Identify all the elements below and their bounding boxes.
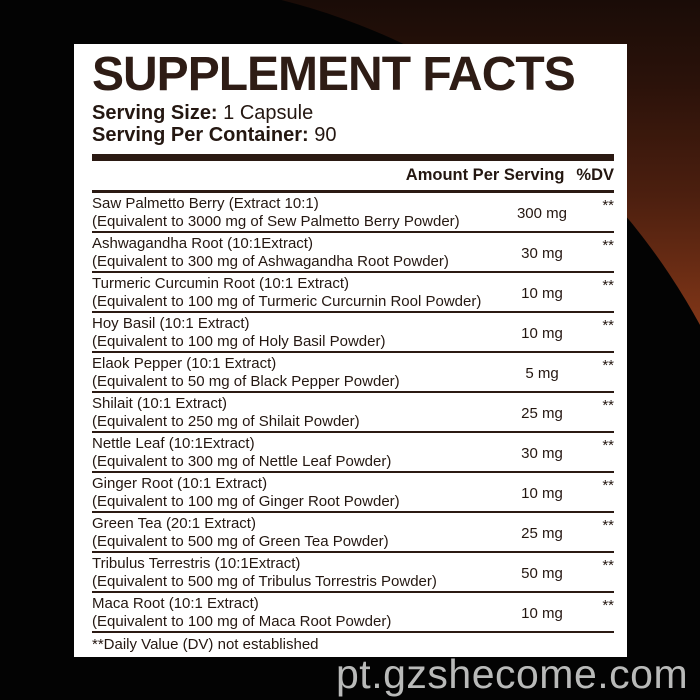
- ingredient-name: Nettle Leaf (10:1Extract): [92, 435, 255, 452]
- ingredient-equivalent: (Equivalent to 500 mg of Tribulus Torres…: [92, 572, 437, 590]
- table-row: Elaok Pepper (10:1 Extract) (Equivalent t…: [92, 353, 614, 393]
- table-row: Ashwagandha Root (10:1Extract) (Equivalen…: [92, 233, 614, 273]
- ingredient-dv: **: [602, 517, 614, 534]
- ingredient-dv: **: [602, 437, 614, 454]
- ingredient-text: Elaok Pepper (10:1 Extract) (Equivalent t…: [92, 355, 496, 391]
- supplement-facts-panel: SUPPLEMENT FACTS Serving Size: 1 Capsule…: [74, 44, 627, 657]
- ingredient-text: Ginger Root (10:1 Extract) (Equivalent to…: [92, 475, 496, 511]
- ingredient-text: Tribulus Terrestris (10:1Extract) (Equiva…: [92, 555, 496, 591]
- ingredient-amount: 50 mg: [521, 564, 563, 582]
- ingredient-dv: **: [602, 397, 614, 414]
- ingredient-text: Turmeric Curcumin Root (10:1 Extract) (Eq…: [92, 275, 496, 311]
- table-row: Green Tea (20:1 Extract) (Equivalent to 5…: [92, 513, 614, 553]
- watermark-text: pt.gzshecome.com: [336, 651, 689, 697]
- ingredient-amount: 5 mg: [525, 364, 559, 382]
- table-row: Shilait (10:1 Extract) (Equivalent to 250…: [92, 393, 614, 433]
- ingredient-dv: **: [602, 597, 614, 614]
- ingredient-dv: **: [602, 477, 614, 494]
- ingredient-name: Turmeric Curcumin Root (10:1 Extract): [92, 275, 350, 292]
- ingredient-dv: **: [602, 277, 614, 294]
- amount-per-serving-header: Amount Per Serving: [405, 166, 565, 184]
- ingredient-equivalent: (Equivalent to 50 mg of Black Pepper Pow…: [92, 372, 400, 390]
- servings-per-container-value: 90: [314, 124, 337, 146]
- ingredient-amount: 30 mg: [521, 444, 563, 462]
- ingredient-dv: **: [602, 317, 614, 334]
- ingredient-amount: 10 mg: [521, 604, 563, 622]
- ingredient-amount: 300 mg: [516, 204, 568, 222]
- panel-title: SUPPLEMENT FACTS: [92, 48, 576, 101]
- ingredient-amount: 30 mg: [521, 244, 563, 262]
- ingredient-text: Nettle Leaf (10:1Extract) (Equivalent to …: [92, 435, 496, 471]
- ingredient-amount: 10 mg: [521, 324, 563, 342]
- ingredient-equivalent: (Equivalent to 100 mg of Turmeric Curcur…: [92, 292, 482, 310]
- table-row: Nettle Leaf (10:1Extract) (Equivalent to …: [92, 433, 614, 473]
- ingredient-name: Ashwagandha Root (10:1Extract): [92, 235, 313, 252]
- ingredient-name: Elaok Pepper (10:1 Extract): [92, 355, 277, 372]
- ingredient-name: Ginger Root (10:1 Extract): [92, 475, 268, 492]
- ingredient-equivalent: (Equivalent to 100 mg of Ginger Root Pow…: [92, 492, 400, 510]
- ingredient-text: Green Tea (20:1 Extract) (Equivalent to 5…: [92, 515, 496, 551]
- ingredient-dv: **: [602, 197, 614, 214]
- ingredient-name: Hoy Basil (10:1 Extract): [92, 315, 250, 332]
- ingredient-equivalent: (Equivalent to 300 mg of Ashwagandha Roo…: [92, 252, 449, 270]
- table-row: Ginger Root (10:1 Extract) (Equivalent to…: [92, 473, 614, 513]
- daily-value-footnote: **Daily Value (DV) not established: [92, 636, 319, 653]
- divider-medium: [92, 190, 614, 193]
- serving-size-value: 1 Capsule: [223, 102, 314, 124]
- ingredient-text: Maca Root (10:1 Extract) (Equivalent to 1…: [92, 595, 496, 631]
- ingredient-text: Shilait (10:1 Extract) (Equivalent to 250…: [92, 395, 496, 431]
- ingredient-name: Shilait (10:1 Extract): [92, 395, 228, 412]
- ingredient-equivalent: (Equivalent to 100 mg of Maca Root Powde…: [92, 612, 392, 630]
- serving-size-label: Serving Size:: [92, 102, 218, 124]
- panel-body: Serving Size: 1 Capsule Serving Per Cont…: [74, 102, 627, 653]
- ingredient-table: Saw Palmetto Berry (Extract 10:1) (Equiva…: [92, 193, 614, 633]
- ingredient-equivalent: (Equivalent to 100 mg of Holy Basil Powd…: [92, 332, 386, 350]
- ingredient-text: Hoy Basil (10:1 Extract) (Equivalent to 1…: [92, 315, 496, 351]
- ingredient-amount: 10 mg: [521, 484, 563, 502]
- ingredient-equivalent: (Equivalent to 3000 mg of Sew Palmetto B…: [92, 212, 460, 230]
- ingredient-dv: **: [602, 557, 614, 574]
- servings-per-container-line: Serving Per Container: 90: [92, 124, 614, 146]
- ingredient-name: Green Tea (20:1 Extract): [92, 515, 256, 532]
- table-row: Turmeric Curcumin Root (10:1 Extract) (Eq…: [92, 273, 614, 313]
- table-row: Hoy Basil (10:1 Extract) (Equivalent to 1…: [92, 313, 614, 353]
- servings-per-container-label: Serving Per Container:: [92, 124, 309, 146]
- ingredient-amount: 25 mg: [521, 404, 563, 422]
- ingredient-equivalent: (Equivalent to 300 mg of Nettle Leaf Pow…: [92, 452, 392, 470]
- ingredient-name: Maca Root (10:1 Extract): [92, 595, 259, 612]
- table-row: Maca Root (10:1 Extract) (Equivalent to 1…: [92, 593, 614, 633]
- serving-size-line: Serving Size: 1 Capsule: [92, 102, 614, 124]
- ingredient-dv: **: [602, 237, 614, 254]
- table-row: Tribulus Terrestris (10:1Extract) (Equiva…: [92, 553, 614, 593]
- ingredient-text: Saw Palmetto Berry (Extract 10:1) (Equiva…: [92, 195, 496, 231]
- dv-header: %DV: [576, 166, 614, 184]
- ingredient-name: Saw Palmetto Berry (Extract 10:1): [92, 195, 319, 212]
- ingredient-dv: **: [602, 357, 614, 374]
- ingredient-text: Ashwagandha Root (10:1Extract) (Equivalen…: [92, 235, 496, 271]
- table-row: Saw Palmetto Berry (Extract 10:1) (Equiva…: [92, 193, 614, 233]
- ingredient-equivalent: (Equivalent to 500 mg of Green Tea Powde…: [92, 532, 389, 550]
- columns-header: Amount Per Serving %DV: [92, 161, 614, 190]
- divider-thick: [92, 154, 614, 161]
- ingredient-name: Tribulus Terrestris (10:1Extract): [92, 555, 301, 572]
- ingredient-equivalent: (Equivalent to 250 mg of Shilait Powder): [92, 412, 360, 430]
- ingredient-amount: 25 mg: [521, 524, 563, 542]
- ingredient-amount: 10 mg: [521, 284, 563, 302]
